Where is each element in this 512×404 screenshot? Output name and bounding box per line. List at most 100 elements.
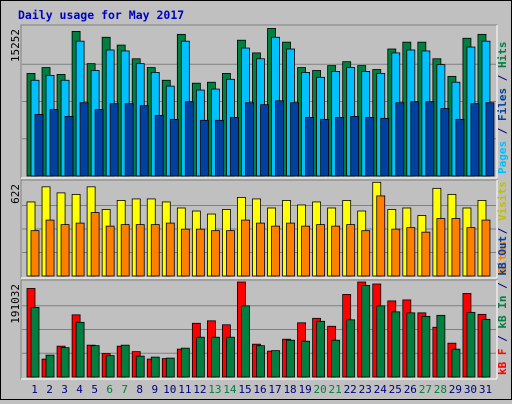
- x-tick-label: 26: [404, 383, 417, 396]
- x-tick-label: 4: [76, 383, 83, 396]
- bar-pages: [214, 119, 224, 177]
- bar-sites: [75, 222, 85, 277]
- bar-sites: [301, 225, 310, 277]
- bar-pages: [425, 101, 435, 177]
- bar-kb-in: [451, 348, 461, 378]
- bar-kb-in: [90, 345, 100, 378]
- bar-kb-in: [436, 314, 446, 378]
- bar-pages: [64, 116, 74, 177]
- y-max-label: 15252: [9, 29, 22, 62]
- x-tick-label: 16: [253, 383, 266, 396]
- bar-sites: [361, 230, 371, 277]
- x-tick-label: 17: [268, 383, 281, 396]
- bar-sites: [150, 224, 160, 277]
- x-tick-label: 30: [464, 383, 477, 396]
- chart-panels: 15252 Pages / Files / Hits 622 Sites / Visi…: [9, 24, 509, 380]
- legend-entry: /: [496, 221, 509, 241]
- bar-sites: [466, 227, 476, 277]
- x-tick-label: 18: [283, 383, 296, 396]
- bar-pages: [290, 102, 299, 177]
- x-tick-label: 22: [344, 383, 357, 396]
- bar-sites: [316, 224, 326, 277]
- bar-sites: [286, 222, 295, 277]
- bar-kb-in: [226, 336, 235, 378]
- x-tick-label: 20: [314, 383, 327, 396]
- bar-kb-in: [241, 305, 250, 378]
- bar-sites: [241, 219, 250, 277]
- bar-pages: [335, 116, 345, 177]
- bar-sites: [135, 224, 145, 277]
- x-tick-label: 14: [223, 383, 237, 396]
- legend-entry: Sites: [496, 241, 509, 274]
- legend-entry: Pages: [496, 141, 509, 174]
- bar-sites: [481, 219, 491, 277]
- legend-entry: /: [496, 68, 509, 88]
- legend-entry: kB In: [496, 296, 509, 329]
- bar-pages: [320, 118, 330, 177]
- bar-kb-in: [30, 306, 40, 378]
- bar-sites: [436, 218, 446, 277]
- x-axis-labels: 1 2 3 4 5 6 7 8 9 10 11 12 13 14 15 16 17 18 19 20 21 22 23 24 2…: [31, 383, 492, 396]
- bar-pages: [124, 103, 134, 177]
- x-tick-label: 9: [151, 383, 158, 396]
- legend-entry: Hits: [496, 42, 509, 69]
- x-tick-label: 10: [163, 383, 176, 396]
- legend-entry: Files: [496, 88, 509, 121]
- bar-pages: [109, 103, 119, 177]
- bar-sites: [60, 224, 70, 277]
- legend-entry: Visits: [496, 181, 509, 221]
- bar-sites: [376, 195, 386, 277]
- bar-kb-in: [346, 319, 356, 378]
- x-tick-label: 2: [46, 383, 53, 396]
- x-tick-label: 24: [374, 383, 388, 396]
- bar-kb-in: [316, 320, 326, 378]
- legend-entry: /: [496, 121, 509, 141]
- panel-requests: 15252 Pages / Files / Hits: [9, 24, 509, 179]
- x-tick-label: 1: [31, 383, 38, 396]
- bar-kb-in: [376, 305, 386, 378]
- bar-kb-in: [195, 336, 205, 378]
- x-tick-label: 21: [329, 383, 342, 396]
- bar-pages: [410, 101, 420, 177]
- legend-entry: /: [496, 276, 509, 296]
- x-tick-label: 8: [136, 383, 143, 396]
- bar-kb-in: [135, 355, 145, 378]
- bar-sites: [165, 222, 175, 277]
- bar-pages: [455, 118, 465, 177]
- bar-kb-in: [45, 354, 55, 378]
- bar-pages: [350, 116, 360, 177]
- x-tick-label: 5: [91, 383, 98, 396]
- bar-sites: [120, 224, 130, 277]
- bar-sites: [271, 225, 280, 277]
- bar-pages: [470, 103, 480, 177]
- bar-kb-in: [60, 347, 70, 378]
- bar-kb-in: [105, 355, 115, 378]
- panel-legend: Sites / Visits: [496, 181, 509, 274]
- x-tick-label: 12: [193, 383, 206, 396]
- bar-pages: [275, 100, 284, 177]
- x-tick-label: 3: [61, 383, 68, 396]
- x-tick-label: 13: [208, 383, 221, 396]
- bar-sites: [421, 231, 431, 277]
- bar-pages: [34, 114, 44, 177]
- x-tick-label: 23: [359, 383, 372, 396]
- x-tick-label: 27: [419, 383, 432, 396]
- bar-pages: [49, 109, 59, 177]
- bar-pages: [154, 115, 164, 177]
- bar-kb-in: [361, 285, 371, 378]
- legend-entry: kB F: [496, 349, 509, 376]
- bar-kb-in: [421, 315, 431, 378]
- bar-sites: [346, 224, 356, 277]
- bar-kb-in: [466, 311, 476, 378]
- bar-pages: [79, 102, 89, 177]
- bar-sites: [331, 225, 341, 277]
- bar-pages: [380, 117, 390, 177]
- bar-pages: [365, 116, 375, 177]
- x-tick-label: 15: [238, 383, 251, 396]
- chart-title: Daily usage for May 2017: [18, 8, 184, 22]
- bar-pages: [184, 101, 194, 177]
- x-tick-label: 31: [479, 383, 492, 396]
- panel-visits: 622 Sites / Visits: [9, 179, 509, 279]
